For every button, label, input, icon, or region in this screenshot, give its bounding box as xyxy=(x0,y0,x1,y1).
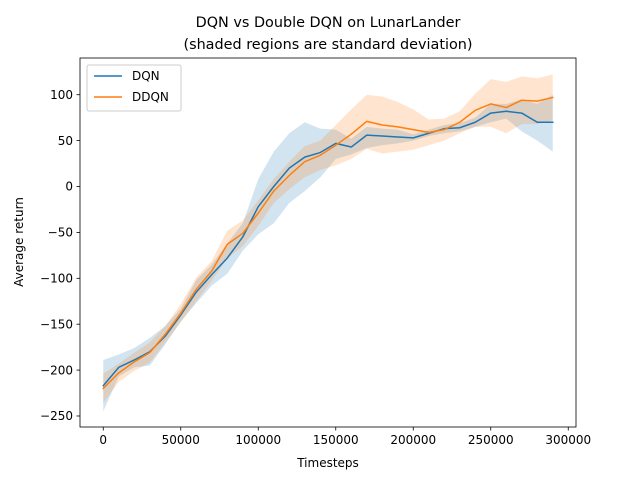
y-tick-label: −150 xyxy=(40,317,73,331)
x-axis-label: Timesteps xyxy=(296,456,359,470)
series-line-dqn xyxy=(102,110,554,387)
y-tick-label: 0 xyxy=(65,180,73,194)
x-axis: 0 50000 100000 150000 200000 250000 300000 xyxy=(99,427,591,447)
chart-subtitle: (shaded regions are standard deviation) xyxy=(183,37,472,53)
series-lines xyxy=(102,96,554,390)
y-tick-label: −250 xyxy=(40,409,73,423)
y-tick-label: −100 xyxy=(40,271,73,285)
y-tick-label: 100 xyxy=(50,88,73,102)
y-tick-label: −200 xyxy=(40,363,73,377)
x-tick-label: 300000 xyxy=(545,433,591,447)
x-tick-label: 200000 xyxy=(390,433,436,447)
std-band-dqn xyxy=(103,94,553,412)
series-line-ddqn xyxy=(102,96,554,390)
x-tick-label: 0 xyxy=(99,433,107,447)
y-tick-label: −50 xyxy=(48,226,73,240)
legend-label-dqn: DQN xyxy=(132,69,160,83)
x-tick-label: 100000 xyxy=(235,433,281,447)
y-axis-label: Average return xyxy=(12,197,26,287)
y-axis: −250 −200 −150 −100 −50 0 50 100 xyxy=(40,88,80,423)
plot-frame xyxy=(79,57,577,428)
chart-title: DQN vs Double DQN on LunarLander xyxy=(196,15,461,31)
y-tick-label: 50 xyxy=(58,134,73,148)
x-tick-label: 50000 xyxy=(162,433,200,447)
x-tick-label: 250000 xyxy=(468,433,514,447)
x-tick-label: 150000 xyxy=(313,433,359,447)
legend-label-ddqn: DDQN xyxy=(132,90,169,104)
legend: DQN DDQN xyxy=(86,64,182,112)
